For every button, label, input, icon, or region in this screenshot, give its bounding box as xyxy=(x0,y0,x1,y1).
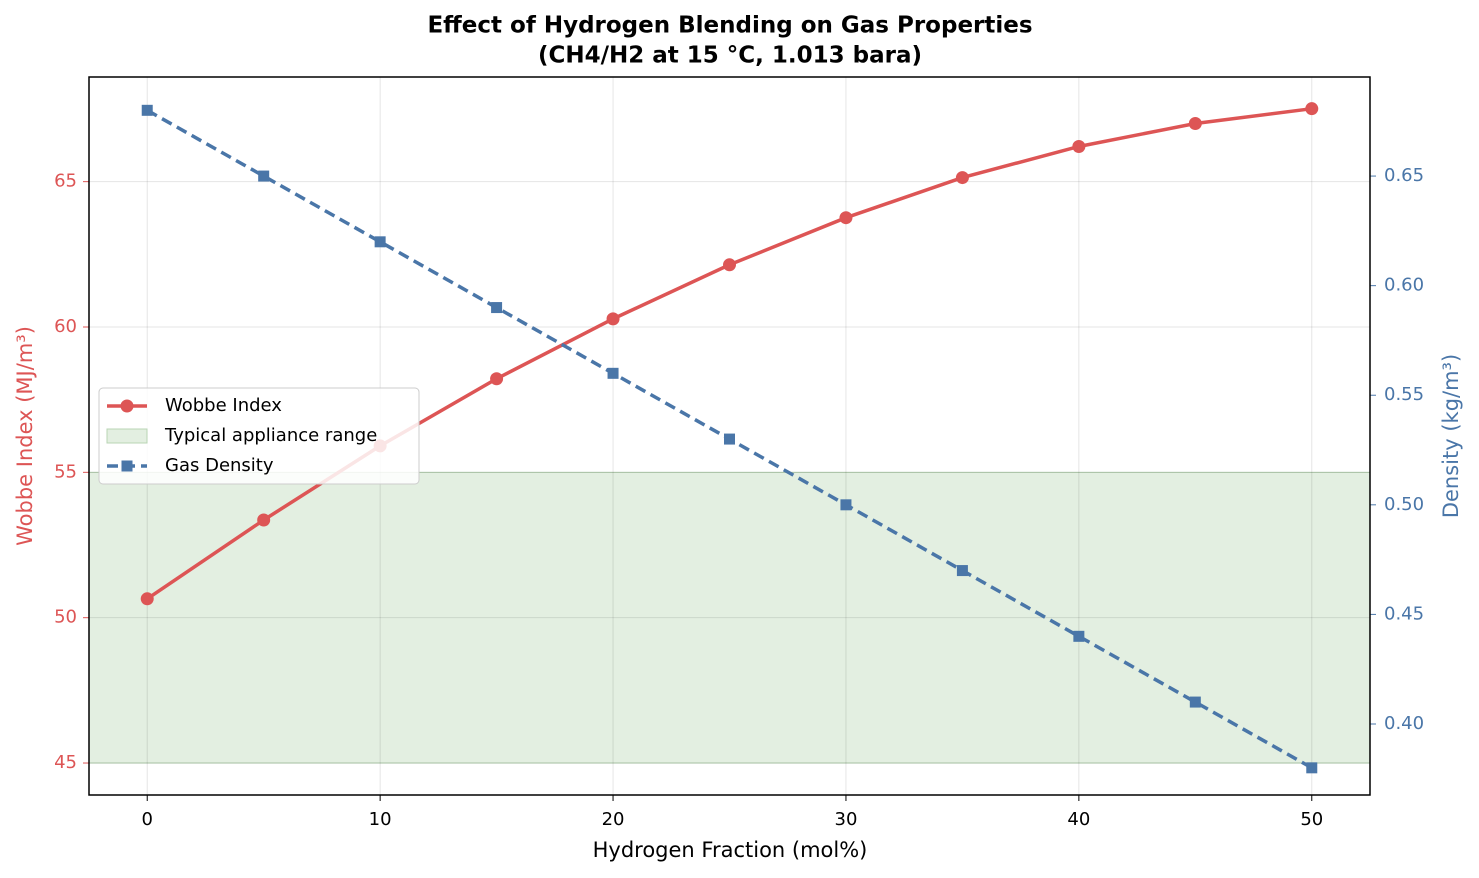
y2-tick-label: 0.45 xyxy=(1384,603,1424,624)
marker xyxy=(374,236,386,248)
x-tick-label: 40 xyxy=(1067,809,1090,830)
marker xyxy=(839,211,853,225)
legend: Wobbe Index Typical appliance range Gas De… xyxy=(98,387,420,485)
marker xyxy=(141,104,153,116)
marker xyxy=(1072,139,1086,153)
x-tick-label: 50 xyxy=(1300,809,1323,830)
y-tick-label: 65 xyxy=(54,171,77,192)
marker xyxy=(724,433,735,445)
y2-tick-label: 0.55 xyxy=(1384,384,1424,405)
y-axis-label: Wobbe Index (MJ/m³) xyxy=(13,326,37,546)
x-tick-label: 20 xyxy=(602,809,625,830)
marker xyxy=(723,258,736,272)
marker xyxy=(1189,696,1201,708)
y2-tick-label: 0.50 xyxy=(1384,494,1424,515)
band xyxy=(88,471,1371,764)
marker xyxy=(120,399,134,413)
y-tick-label: 60 xyxy=(54,316,77,337)
chart-title: Effect of Hydrogen Blending on Gas Prope… xyxy=(427,13,1032,39)
x-axis-label: Hydrogen Fraction (mol%) xyxy=(593,838,868,862)
marker xyxy=(1306,762,1318,774)
legend-label: Gas Density xyxy=(165,455,274,476)
x-tick-label: 10 xyxy=(369,809,392,830)
y2-tick-label: 0.40 xyxy=(1384,713,1424,734)
x-tick-label: 30 xyxy=(835,809,858,830)
chart-subtitle: (CH4/H2 at 15 °C, 1.013 bara) xyxy=(538,43,922,69)
marker xyxy=(140,592,154,606)
marker xyxy=(258,170,270,182)
marker xyxy=(1073,630,1085,642)
y-tick-label: 55 xyxy=(54,461,77,482)
marker xyxy=(955,171,969,185)
marker xyxy=(490,372,504,386)
legend-label: Wobbe Index xyxy=(165,395,282,416)
y2-tick-label: 0.65 xyxy=(1384,165,1424,186)
marker xyxy=(1188,117,1202,131)
y-tick-label: 50 xyxy=(54,607,77,628)
marker xyxy=(121,460,133,472)
marker xyxy=(491,302,503,314)
marker xyxy=(1305,102,1319,116)
marker xyxy=(956,565,968,577)
marker xyxy=(606,312,620,326)
y-tick-label: 45 xyxy=(54,752,77,773)
x-tick-label: 0 xyxy=(142,809,153,830)
y2-axis-label: Density (kg/m³) xyxy=(1439,354,1463,518)
marker xyxy=(607,367,619,379)
marker xyxy=(840,499,852,511)
legend-swatch xyxy=(106,428,148,444)
legend-label: Typical appliance range xyxy=(164,425,377,446)
plot-frame xyxy=(88,76,1371,796)
marker xyxy=(257,513,271,527)
y2-tick-label: 0.60 xyxy=(1384,275,1424,296)
legend-box xyxy=(98,387,420,485)
